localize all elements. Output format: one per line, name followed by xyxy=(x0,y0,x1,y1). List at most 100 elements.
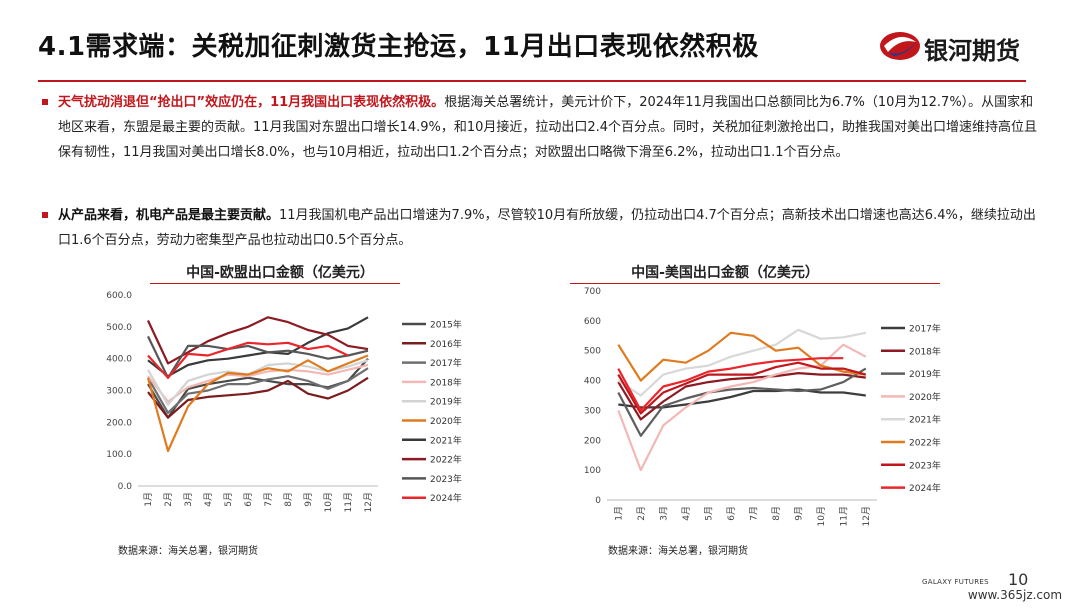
legend-label: 2019年 xyxy=(909,368,941,380)
y-tick-label: 500 xyxy=(584,347,601,357)
y-tick-label: 500.0 xyxy=(106,323,132,333)
series-line-2019年 xyxy=(617,367,867,437)
y-tick-label: 400 xyxy=(584,377,601,387)
legend-label: 2018年 xyxy=(430,376,462,388)
legend-label: 2021年 xyxy=(909,414,941,426)
legend-label: 2021年 xyxy=(430,434,462,446)
x-tick-label: 10月 xyxy=(323,492,334,512)
chart-title: 中国-美国出口金额（亿美元） xyxy=(631,265,819,281)
legend-label: 2017年 xyxy=(909,323,941,335)
y-tick-label: 600 xyxy=(584,317,601,327)
y-tick-label: 200 xyxy=(584,436,601,446)
series-line-2020年 xyxy=(146,354,369,453)
series-line-2018年 xyxy=(147,363,369,403)
x-tick-label: 8月 xyxy=(771,506,782,521)
bullet-lead-2: 从产品来看，机电产品是最主要贡献。 xyxy=(58,208,280,223)
x-tick-label: 5月 xyxy=(223,492,234,507)
y-tick-label: 700 xyxy=(584,287,601,297)
x-tick-label: 8月 xyxy=(283,492,294,507)
title-divider xyxy=(38,80,1026,82)
x-tick-label: 12月 xyxy=(861,506,872,526)
x-tick-label: 10月 xyxy=(816,506,827,526)
series-line-2024年 xyxy=(617,357,844,412)
bullet-lead-1: 天气扰动消退但“抢出口”效应仍在，11月我国出口表现依然积极。 xyxy=(58,95,445,110)
bullet-marker xyxy=(42,212,48,218)
series-line-2017年 xyxy=(147,367,369,414)
x-tick-label: 9月 xyxy=(303,492,314,507)
bullet-body-2: 11月我国机电产品出口增速为7.9%，尽管较10月有所放缓，仍拉动出口4.7个百… xyxy=(58,208,1036,248)
x-tick-label: 1月 xyxy=(613,506,624,521)
x-tick-label: 2月 xyxy=(163,492,174,507)
x-tick-label: 4月 xyxy=(203,492,214,507)
legend-label: 2020年 xyxy=(909,391,941,403)
series-line-2015年 xyxy=(147,357,369,419)
eu-export-chart-svg: 0.0 100.0 200.0 300.0 400.0 500.0 600.0 1月 2月 3月 4… xyxy=(106,291,462,512)
bullet-marker xyxy=(42,99,48,105)
legend-label: 2023年 xyxy=(430,473,462,485)
legend-label: 2019年 xyxy=(430,396,462,408)
chart-title-underline xyxy=(570,283,940,284)
series-line-2017年 xyxy=(618,388,866,409)
x-tick-label: 4月 xyxy=(681,506,692,521)
source-note: 数据来源：海关总署，银河期货 xyxy=(608,546,748,557)
x-tick-label: 7月 xyxy=(748,506,759,521)
galaxy-logo-icon xyxy=(880,32,920,60)
y-tick-label: 0.0 xyxy=(118,482,133,492)
legend-label: 2024年 xyxy=(909,482,941,494)
us-export-chart: 中国-美国出口金额（亿美元） xyxy=(570,262,940,562)
y-tick-label: 400.0 xyxy=(106,355,132,365)
bullet-body-1: 根据海关总署统计，美元计价下，2024年11月我国出口总额同比为6.7%（10月… xyxy=(58,95,1038,160)
y-tick-label: 100 xyxy=(584,466,601,476)
watermark: www.365jz.com xyxy=(954,585,1076,605)
chart-title-underline xyxy=(150,283,400,284)
y-tick-label: 600.0 xyxy=(106,291,132,301)
legend-label: 2020年 xyxy=(430,415,462,427)
page-title: 4.1需求端：关税加征刺激货主抢运，11月出口表现依然积极 xyxy=(38,32,759,62)
series-line-2020年 xyxy=(617,343,867,472)
legend-label: 2022年 xyxy=(430,454,462,466)
x-tick-label: 3月 xyxy=(183,492,194,507)
series-line-2024年 xyxy=(147,341,349,379)
legend-label: 2023年 xyxy=(909,459,941,471)
bullet-paragraph-1: 天气扰动消退但“抢出口”效应仍在，11月我国出口表现依然积极。根据海关总署统计，… xyxy=(42,90,1038,165)
x-tick-label: 2月 xyxy=(636,506,647,521)
y-tick-label: 0 xyxy=(595,496,601,506)
x-tick-label: 7月 xyxy=(263,492,274,507)
y-tick-label: 300.0 xyxy=(106,387,132,397)
chart-title: 中国-欧盟出口金额（亿美元） xyxy=(186,265,374,281)
x-tick-label: 9月 xyxy=(793,506,804,521)
x-tick-label: 1月 xyxy=(143,492,154,507)
legend-label: 2024年 xyxy=(430,492,462,504)
legend-label: 2022年 xyxy=(909,437,941,449)
legend-label: 2018年 xyxy=(909,345,941,357)
x-tick-label: 11月 xyxy=(838,506,849,526)
x-tick-label: 3月 xyxy=(658,506,669,521)
x-tick-label: 12月 xyxy=(363,492,374,512)
series-line-2021年 xyxy=(617,328,867,397)
bullet-paragraph-2: 从产品来看，机电产品是最主要贡献。11月我国机电产品出口增速为7.9%，尽管较1… xyxy=(42,203,1038,253)
y-tick-label: 100.0 xyxy=(106,450,132,460)
series-line-2018年 xyxy=(617,371,866,421)
x-tick-label: 6月 xyxy=(726,506,737,521)
y-tick-label: 200.0 xyxy=(106,418,132,428)
legend-label: 2016年 xyxy=(430,338,462,350)
page-number: 10 xyxy=(1008,570,1029,589)
eu-export-chart: 中国-欧盟出口金额（亿美元） xyxy=(90,262,480,562)
footer-brand: GALAXY FUTURES xyxy=(922,578,989,586)
series-line-2023年 xyxy=(617,361,867,415)
series-line-2023年 xyxy=(147,335,369,379)
company-logo: 银河期货 xyxy=(878,24,1048,68)
series-line-2016年 xyxy=(147,376,369,419)
source-note: 数据来源：海关总署，银河期货 xyxy=(118,546,258,557)
us-export-chart-svg: 0 100 200 300 400 500 600 700 1月 2月 3月 4月 5月 6月 7月 8月 9月… xyxy=(584,287,941,526)
y-tick-label: 300 xyxy=(584,406,601,416)
x-tick-label: 11月 xyxy=(343,492,354,512)
logo-text: 银河期货 xyxy=(924,37,1020,65)
series-line-2022年 xyxy=(147,316,369,365)
x-tick-label: 6月 xyxy=(243,492,254,507)
series-line-2021年 xyxy=(147,316,369,378)
x-tick-label: 5月 xyxy=(703,506,714,521)
legend-label: 2017年 xyxy=(430,357,462,369)
series-line-2022年 xyxy=(617,331,866,382)
legend-label: 2015年 xyxy=(430,319,462,331)
